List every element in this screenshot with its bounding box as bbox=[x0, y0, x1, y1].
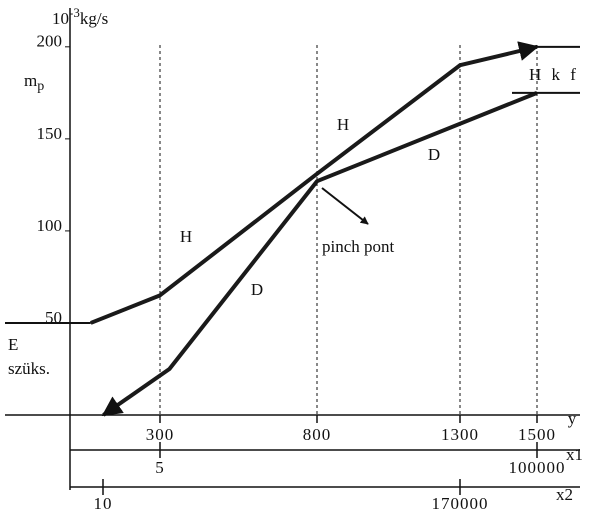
annotation: szüks. bbox=[8, 359, 50, 378]
unit-base: 10 bbox=[52, 9, 69, 28]
pinch-arrow bbox=[321, 187, 369, 225]
x1-axis-label: x1 bbox=[566, 445, 583, 464]
series-label: D bbox=[428, 145, 440, 164]
series-label: H bbox=[337, 115, 349, 134]
x2-axis-label: x2 bbox=[556, 485, 573, 504]
unit-rest: kg/s bbox=[80, 9, 108, 28]
unit-exponent: -3 bbox=[69, 5, 80, 20]
series-label: H bbox=[180, 227, 192, 246]
x1-tick-label: 5 bbox=[155, 458, 165, 477]
y-axis-unit: 10-3kg/s bbox=[52, 5, 108, 28]
symbol-base: m bbox=[24, 71, 37, 90]
y-tick-label: 150 bbox=[37, 124, 63, 143]
x-tick-label: 1500 bbox=[518, 425, 556, 444]
y-tick-label: 50 bbox=[45, 308, 62, 327]
annotation: H k f bbox=[529, 65, 579, 84]
x-axis-label: y bbox=[568, 409, 577, 428]
series-line bbox=[90, 41, 539, 325]
y-tick-label: 200 bbox=[37, 32, 63, 51]
series-line bbox=[101, 90, 538, 417]
symbol-sub: p bbox=[37, 79, 44, 94]
x1-tick-label: 100000 bbox=[509, 458, 566, 477]
series-label: D bbox=[251, 280, 263, 299]
x-tick-label: 800 bbox=[303, 425, 332, 444]
y-tick-label: 100 bbox=[37, 216, 63, 235]
x2-tick-label: 170000 bbox=[432, 494, 489, 513]
x-tick-label: 1300 bbox=[441, 425, 479, 444]
y-axis-symbol: mp bbox=[24, 71, 44, 94]
annotation: pinch pont bbox=[322, 237, 395, 256]
x-tick-label: 300 bbox=[146, 425, 175, 444]
x2-tick-label: 10 bbox=[94, 494, 113, 513]
annotation: E bbox=[8, 335, 18, 354]
